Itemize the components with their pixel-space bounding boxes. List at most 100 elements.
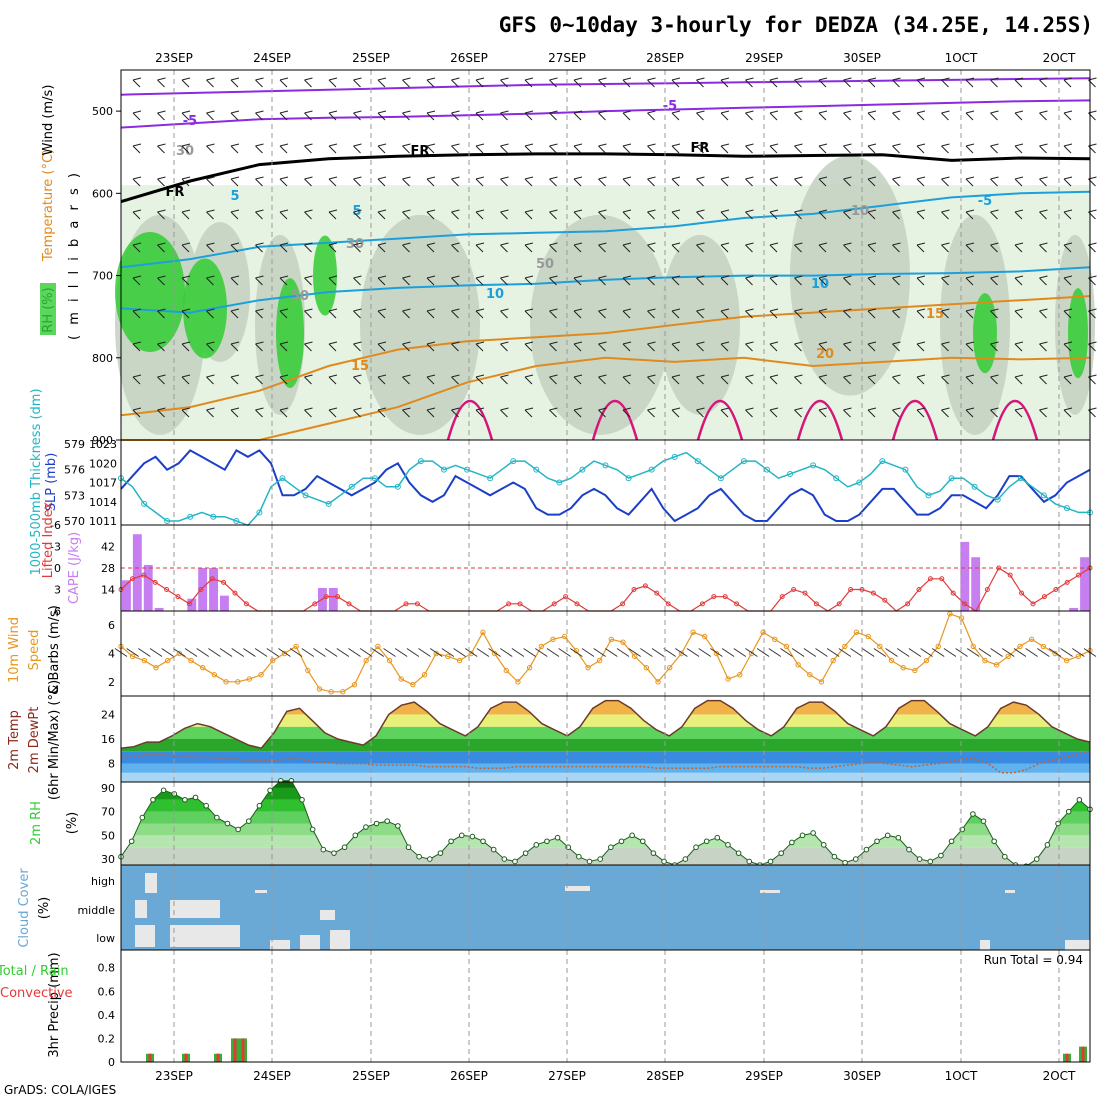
cloud-bg	[121, 865, 1090, 950]
rh-marker-27	[405, 844, 412, 851]
barb-8-18	[573, 341, 583, 352]
wind-marker-62	[842, 643, 848, 650]
barb-8-34	[965, 341, 975, 352]
cape-bar-19	[328, 587, 338, 611]
barb-8-17	[549, 341, 558, 352]
barb-6-9	[353, 275, 362, 286]
barb-2-26	[769, 143, 779, 154]
cape-ytick-1: 28	[101, 562, 115, 575]
barb-2-10	[377, 143, 387, 154]
wind-marker-64	[865, 633, 871, 640]
contour-arch-0	[446, 399, 494, 441]
barb-0-17	[549, 77, 558, 88]
rh-marker-57	[725, 842, 731, 848]
wind-barb-72	[955, 648, 968, 657]
barb-8-37	[1039, 341, 1048, 352]
rh-marker-22	[352, 832, 359, 839]
wind-barb-57	[780, 648, 793, 657]
cloud-block-5	[270, 940, 290, 950]
li-marker-76	[984, 587, 990, 592]
barb-10-4	[230, 407, 240, 418]
wind-marker-17	[316, 686, 323, 692]
cloud-block-12	[1065, 940, 1090, 950]
li-marker-60	[802, 590, 808, 596]
cloud-block-2	[170, 900, 220, 918]
wind-barb-14	[278, 648, 291, 657]
wind-barb-76	[1002, 648, 1015, 657]
li-marker-54	[734, 601, 740, 607]
precip-ytick-4: 0.8	[98, 962, 116, 975]
precip-conv-0	[148, 1053, 152, 1062]
thick-marker-66	[879, 458, 886, 465]
chart-title: GFS 0~10day 3-hourly for DEDZA (34.25E, …	[499, 13, 1093, 37]
wind-barb-80	[1048, 648, 1062, 657]
barb-5-30	[867, 242, 877, 253]
slp-ytick-4: 1023	[89, 438, 117, 451]
wind-marker-3	[153, 664, 159, 671]
barb-7-38	[1063, 308, 1073, 319]
rh-marker-82	[991, 838, 997, 845]
barb-1-24	[720, 110, 730, 121]
barb-3-4	[230, 176, 240, 187]
barb-3-33	[941, 176, 950, 187]
barb-10-0	[132, 407, 142, 418]
wind-marker-18	[328, 689, 334, 695]
barb-4-5	[255, 209, 264, 220]
wind-marker-40	[585, 664, 591, 671]
li-marker-1	[129, 576, 135, 582]
barb-5-5	[255, 242, 264, 253]
barb-0-31	[892, 77, 901, 88]
rh-marker-72	[884, 832, 891, 839]
barb-3-21	[647, 176, 656, 187]
wind-barb-60	[815, 648, 828, 657]
barb-7-29	[843, 308, 852, 319]
rh-marker-24	[373, 820, 380, 827]
thick-marker-16	[302, 492, 309, 499]
slp-ytick-0: 1011	[89, 515, 117, 528]
wind-marker-26	[421, 672, 428, 678]
wind-barb-36	[535, 648, 548, 657]
barb-5-15	[500, 242, 509, 253]
barb-5-18	[573, 242, 583, 253]
wind-marker-74	[982, 657, 988, 664]
wind-barb-61	[826, 648, 840, 657]
rh-marker-43	[576, 853, 582, 860]
thick-marker-30	[464, 466, 471, 473]
barb-4-29	[843, 209, 852, 220]
barb-0-2	[181, 77, 191, 88]
barb-8-30	[867, 341, 877, 352]
wind-barb-68	[908, 648, 922, 657]
rh-marker-70	[863, 846, 870, 853]
barb-1-20	[622, 110, 632, 121]
thick-marker-12	[256, 509, 263, 516]
wind-barb-32	[488, 648, 501, 657]
barb-9-1	[157, 374, 166, 385]
barb-3-8	[328, 176, 338, 187]
li-marker-80	[1030, 601, 1036, 607]
barb-8-24	[720, 341, 730, 352]
barb-3-26	[769, 176, 779, 187]
barb-0-3	[206, 77, 215, 88]
barb-2-32	[916, 143, 926, 154]
barb-2-2	[181, 143, 191, 154]
barb-4-28	[818, 209, 828, 220]
barb-8-10	[377, 341, 387, 352]
barb-4-27	[794, 209, 803, 220]
barb-4-13	[451, 209, 460, 220]
barb-6-2	[181, 275, 191, 286]
barb-9-23	[696, 374, 705, 385]
wind-barb-26	[418, 648, 431, 657]
bottom-date-6: 29SEP	[745, 1069, 783, 1083]
rh-ytick-3: 90	[101, 782, 115, 795]
li-marker-72	[939, 576, 945, 582]
barb-10-36	[1014, 407, 1024, 418]
barb-8-9	[353, 341, 362, 352]
barb-6-14	[475, 275, 485, 286]
barb-7-6	[279, 308, 289, 319]
thick-marker-18	[325, 500, 332, 507]
barb-6-31	[892, 275, 901, 286]
wind-marker-8	[211, 672, 218, 678]
barb-1-0	[132, 110, 142, 121]
barb-3-2	[181, 176, 191, 187]
barb-2-16	[524, 143, 534, 154]
